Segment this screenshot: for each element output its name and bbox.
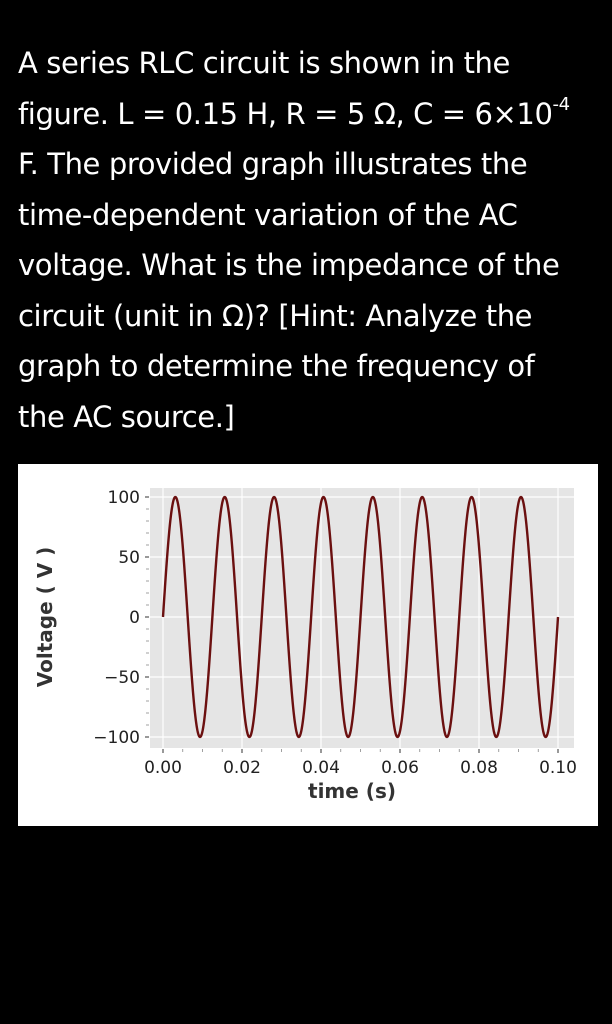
x-tick-label: 0.04 xyxy=(302,758,340,778)
y-tick-label: 100 xyxy=(108,488,140,508)
question-line-2-text: figure. L = 0.15 H, R = 5 Ω, C = 6×10 xyxy=(18,96,553,131)
question-text: A series RLC circuit is shown in the fig… xyxy=(18,38,598,442)
y-tick-label: −50 xyxy=(104,668,140,688)
question-line-7: graph to determine the frequency of xyxy=(18,349,535,383)
x-tick-label: 0.00 xyxy=(144,758,182,778)
x-tick-label: 0.02 xyxy=(223,758,261,778)
question-line-8: the AC source.] xyxy=(18,399,235,434)
capacitance-exponent: -4 xyxy=(552,93,571,115)
voltage-chart: 100 50 0 −50 −100 0.00 0.02 0.04 0.06 0.08 0.10 t… xyxy=(33,488,577,803)
question-line-2: figure. L = 0.15 H, R = 5 Ω, C = 6×10-4 xyxy=(18,89,598,140)
question-line-5: voltage. What is the impedance of the xyxy=(18,248,560,282)
y-tick-label: 0 xyxy=(129,608,140,628)
question-line-4: time-dependent variation of the AC xyxy=(18,197,518,232)
grid-lines xyxy=(150,488,574,748)
y-axis-label: Voltage ( V ) xyxy=(33,547,57,688)
question-line-1: A series RLC circuit is shown in the xyxy=(18,46,510,80)
voltage-chart-figure: 100 50 0 −50 −100 0.00 0.02 0.04 0.06 0.08 0.10 t… xyxy=(18,464,598,826)
x-axis-label: time (s) xyxy=(308,779,396,803)
voltage-series-line xyxy=(161,495,560,739)
x-axis-ticks: 0.00 0.02 0.04 0.06 0.08 0.10 xyxy=(144,749,577,778)
plot-background xyxy=(150,488,574,748)
x-tick-label: 0.08 xyxy=(460,758,498,778)
y-tick-label: 50 xyxy=(118,548,140,568)
question-line-6: circuit (unit in Ω)? [Hint: Analyze the xyxy=(18,298,533,333)
x-tick-label: 0.06 xyxy=(381,758,419,778)
y-axis-ticks: 100 50 0 −50 −100 xyxy=(93,488,149,748)
question-line-3: F. The provided graph illustrates the xyxy=(18,147,528,181)
x-tick-label: 0.10 xyxy=(539,758,577,778)
y-tick-label: −100 xyxy=(93,728,140,748)
